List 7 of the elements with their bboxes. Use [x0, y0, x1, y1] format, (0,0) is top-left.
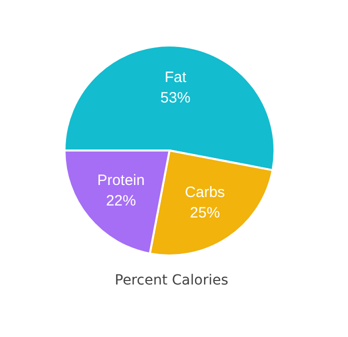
data-label: 22%: [106, 192, 136, 210]
slice-label: Carbs: [184, 184, 225, 201]
data-label: 53%: [160, 89, 190, 106]
slice-label: Fat: [164, 69, 188, 86]
text: Percent Calories: [114, 272, 228, 288]
slice-label: Protein: [97, 172, 145, 189]
data-label: 25%: [190, 204, 220, 222]
